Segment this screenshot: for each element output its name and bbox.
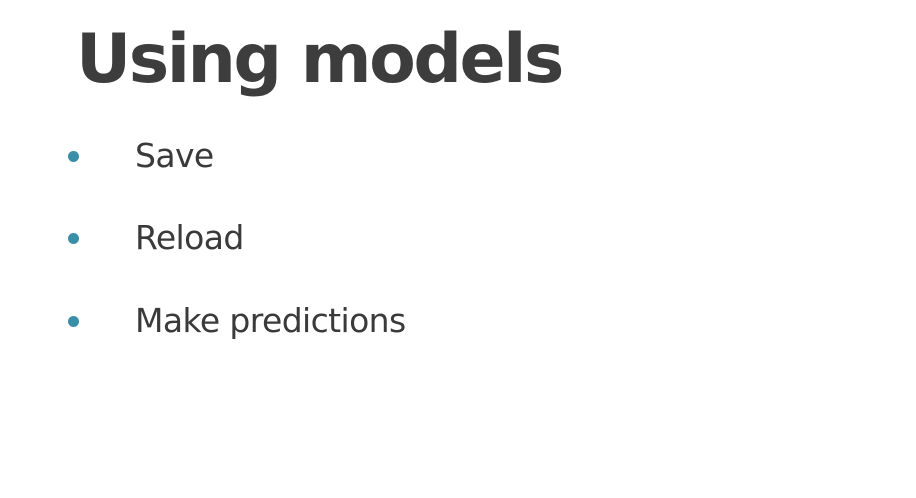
bullet-item-save: Save <box>0 134 700 180</box>
slide-title: Using models <box>76 20 564 99</box>
bullet-item-make-predictions: Make predictions <box>0 299 700 345</box>
bullet-dot-icon <box>68 151 79 162</box>
bullet-dot-icon <box>68 316 79 327</box>
bullet-text: Save <box>135 136 214 175</box>
bullet-text: Make predictions <box>135 301 406 340</box>
bullet-item-reload: Reload <box>0 216 700 262</box>
bullet-dot-icon <box>68 233 79 244</box>
bullet-text: Reload <box>135 218 244 257</box>
